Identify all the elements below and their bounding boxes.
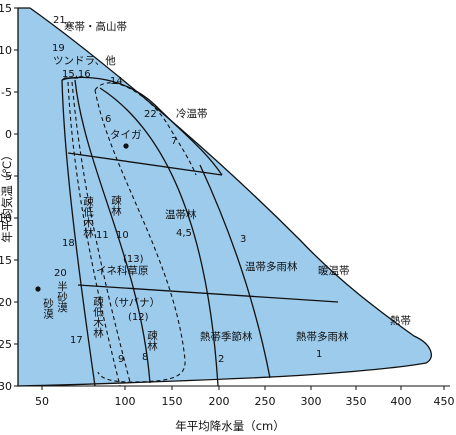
- biome-label-grassland: イネ科草原: [96, 264, 149, 277]
- y-tick-label: 10: [0, 212, 12, 225]
- boundary-cool-temperate: [67, 152, 223, 176]
- number-6: 6: [105, 114, 111, 125]
- biome-label-woodland-upper: 疎林: [110, 195, 122, 217]
- y-tick-label: 30: [0, 380, 12, 393]
- y-tick-label: 25: [0, 338, 12, 351]
- number-2: 2: [218, 354, 224, 365]
- biome-label-shrubland-upper: 疎低木林: [82, 196, 94, 239]
- biome-label-woodland-lower: 疎林: [146, 330, 158, 352]
- number-7: 7: [171, 136, 177, 147]
- number-9: 9: [118, 354, 124, 365]
- x-tick-label: 450: [434, 395, 455, 408]
- number-12: (12): [128, 312, 149, 323]
- boundary-cold-dashed: [94, 82, 197, 176]
- number-17: 17: [70, 335, 83, 346]
- x-tick-label: 300: [301, 395, 322, 408]
- number-18: 18: [62, 238, 75, 249]
- biome-label-temperate-rainforest: 温帯多雨林: [245, 260, 298, 273]
- number-10: 10: [116, 230, 129, 241]
- y-tick-label: -15: [0, 2, 12, 15]
- biome-label-taiga: タイガ: [110, 129, 142, 141]
- x-tick-label: 100: [115, 395, 136, 408]
- number-19: 19: [52, 43, 65, 54]
- biome-label-temperate-forest: 温帯林: [165, 208, 197, 221]
- y-axis-ticks: -15 -10 -5 0 5 10 15 20 25 30: [0, 2, 18, 393]
- boundary-desert: [61, 79, 96, 387]
- boundary-temperate-rain: [99, 87, 219, 387]
- taiga-point: [123, 143, 129, 149]
- biome-label-savanna: （サバナ）: [108, 297, 160, 309]
- x-tick-label: 250: [255, 395, 276, 408]
- number-4-5: 4,5: [176, 228, 192, 239]
- boundary-woodland: [74, 79, 151, 384]
- number-22: 22: [144, 109, 157, 120]
- x-axis-ticks: 50 100 150 200 250 300 350 400 450: [35, 386, 455, 408]
- boundary-cold-outer: [61, 76, 223, 176]
- x-tick-label: 200: [209, 395, 230, 408]
- x-tick-label: 50: [35, 395, 49, 408]
- y-tick-label: -5: [1, 86, 12, 99]
- biome-label-desert: 砂漠: [42, 297, 54, 320]
- number-21: 21: [53, 15, 66, 26]
- boundary-tropical-rain: [199, 164, 271, 379]
- biome-label-shrubland-lower: 疎低木林: [92, 296, 104, 339]
- zone-label-kantai: 寒帯・高山帯: [64, 20, 127, 33]
- y-tick-label: 5: [5, 170, 12, 183]
- number-11: 11: [96, 230, 109, 241]
- y-tick-label: 0: [5, 128, 12, 141]
- y-axis-title: 年平均気温（℃）: [0, 149, 14, 242]
- biome-label-tropical-seasonal-forest: 熱帯季節林: [200, 330, 253, 343]
- number-14: 14: [110, 76, 123, 87]
- x-tick-label: 400: [391, 395, 412, 408]
- boundary-savanna-dashed: [94, 89, 186, 383]
- number-13: (13): [123, 254, 144, 265]
- x-tick-label: 350: [346, 395, 367, 408]
- number-15-16: 15,16: [62, 69, 91, 80]
- zone-label-reionkai: 冷温帯: [176, 107, 208, 120]
- zone-label-nettai: 熱帯: [390, 314, 411, 327]
- number-3: 3: [240, 234, 246, 245]
- zone-label-danonkai: 暖温帯: [318, 264, 350, 277]
- number-8: 8: [142, 352, 148, 363]
- number-1: 1: [316, 349, 322, 360]
- boundary-dry-dashed-1: [67, 81, 121, 387]
- y-tick-label: -10: [0, 44, 12, 57]
- boundary-left-stem: [61, 77, 78, 81]
- y-tick-label: 20: [0, 296, 12, 309]
- y-tick-label: 15: [0, 254, 12, 267]
- x-tick-label: 150: [162, 395, 183, 408]
- biome-label-semi-desert: 半砂漠: [56, 280, 68, 313]
- biome-label-tropical-rainforest: 熱帯多雨林: [296, 330, 349, 343]
- biome-label-tundra: ツンドラ、他: [53, 54, 116, 67]
- number-20: 20: [54, 268, 67, 279]
- x-axis-title: 年平均降水量（cm）: [175, 419, 285, 433]
- boundary-warm-temperate: [77, 284, 339, 303]
- desert-point: [35, 286, 41, 292]
